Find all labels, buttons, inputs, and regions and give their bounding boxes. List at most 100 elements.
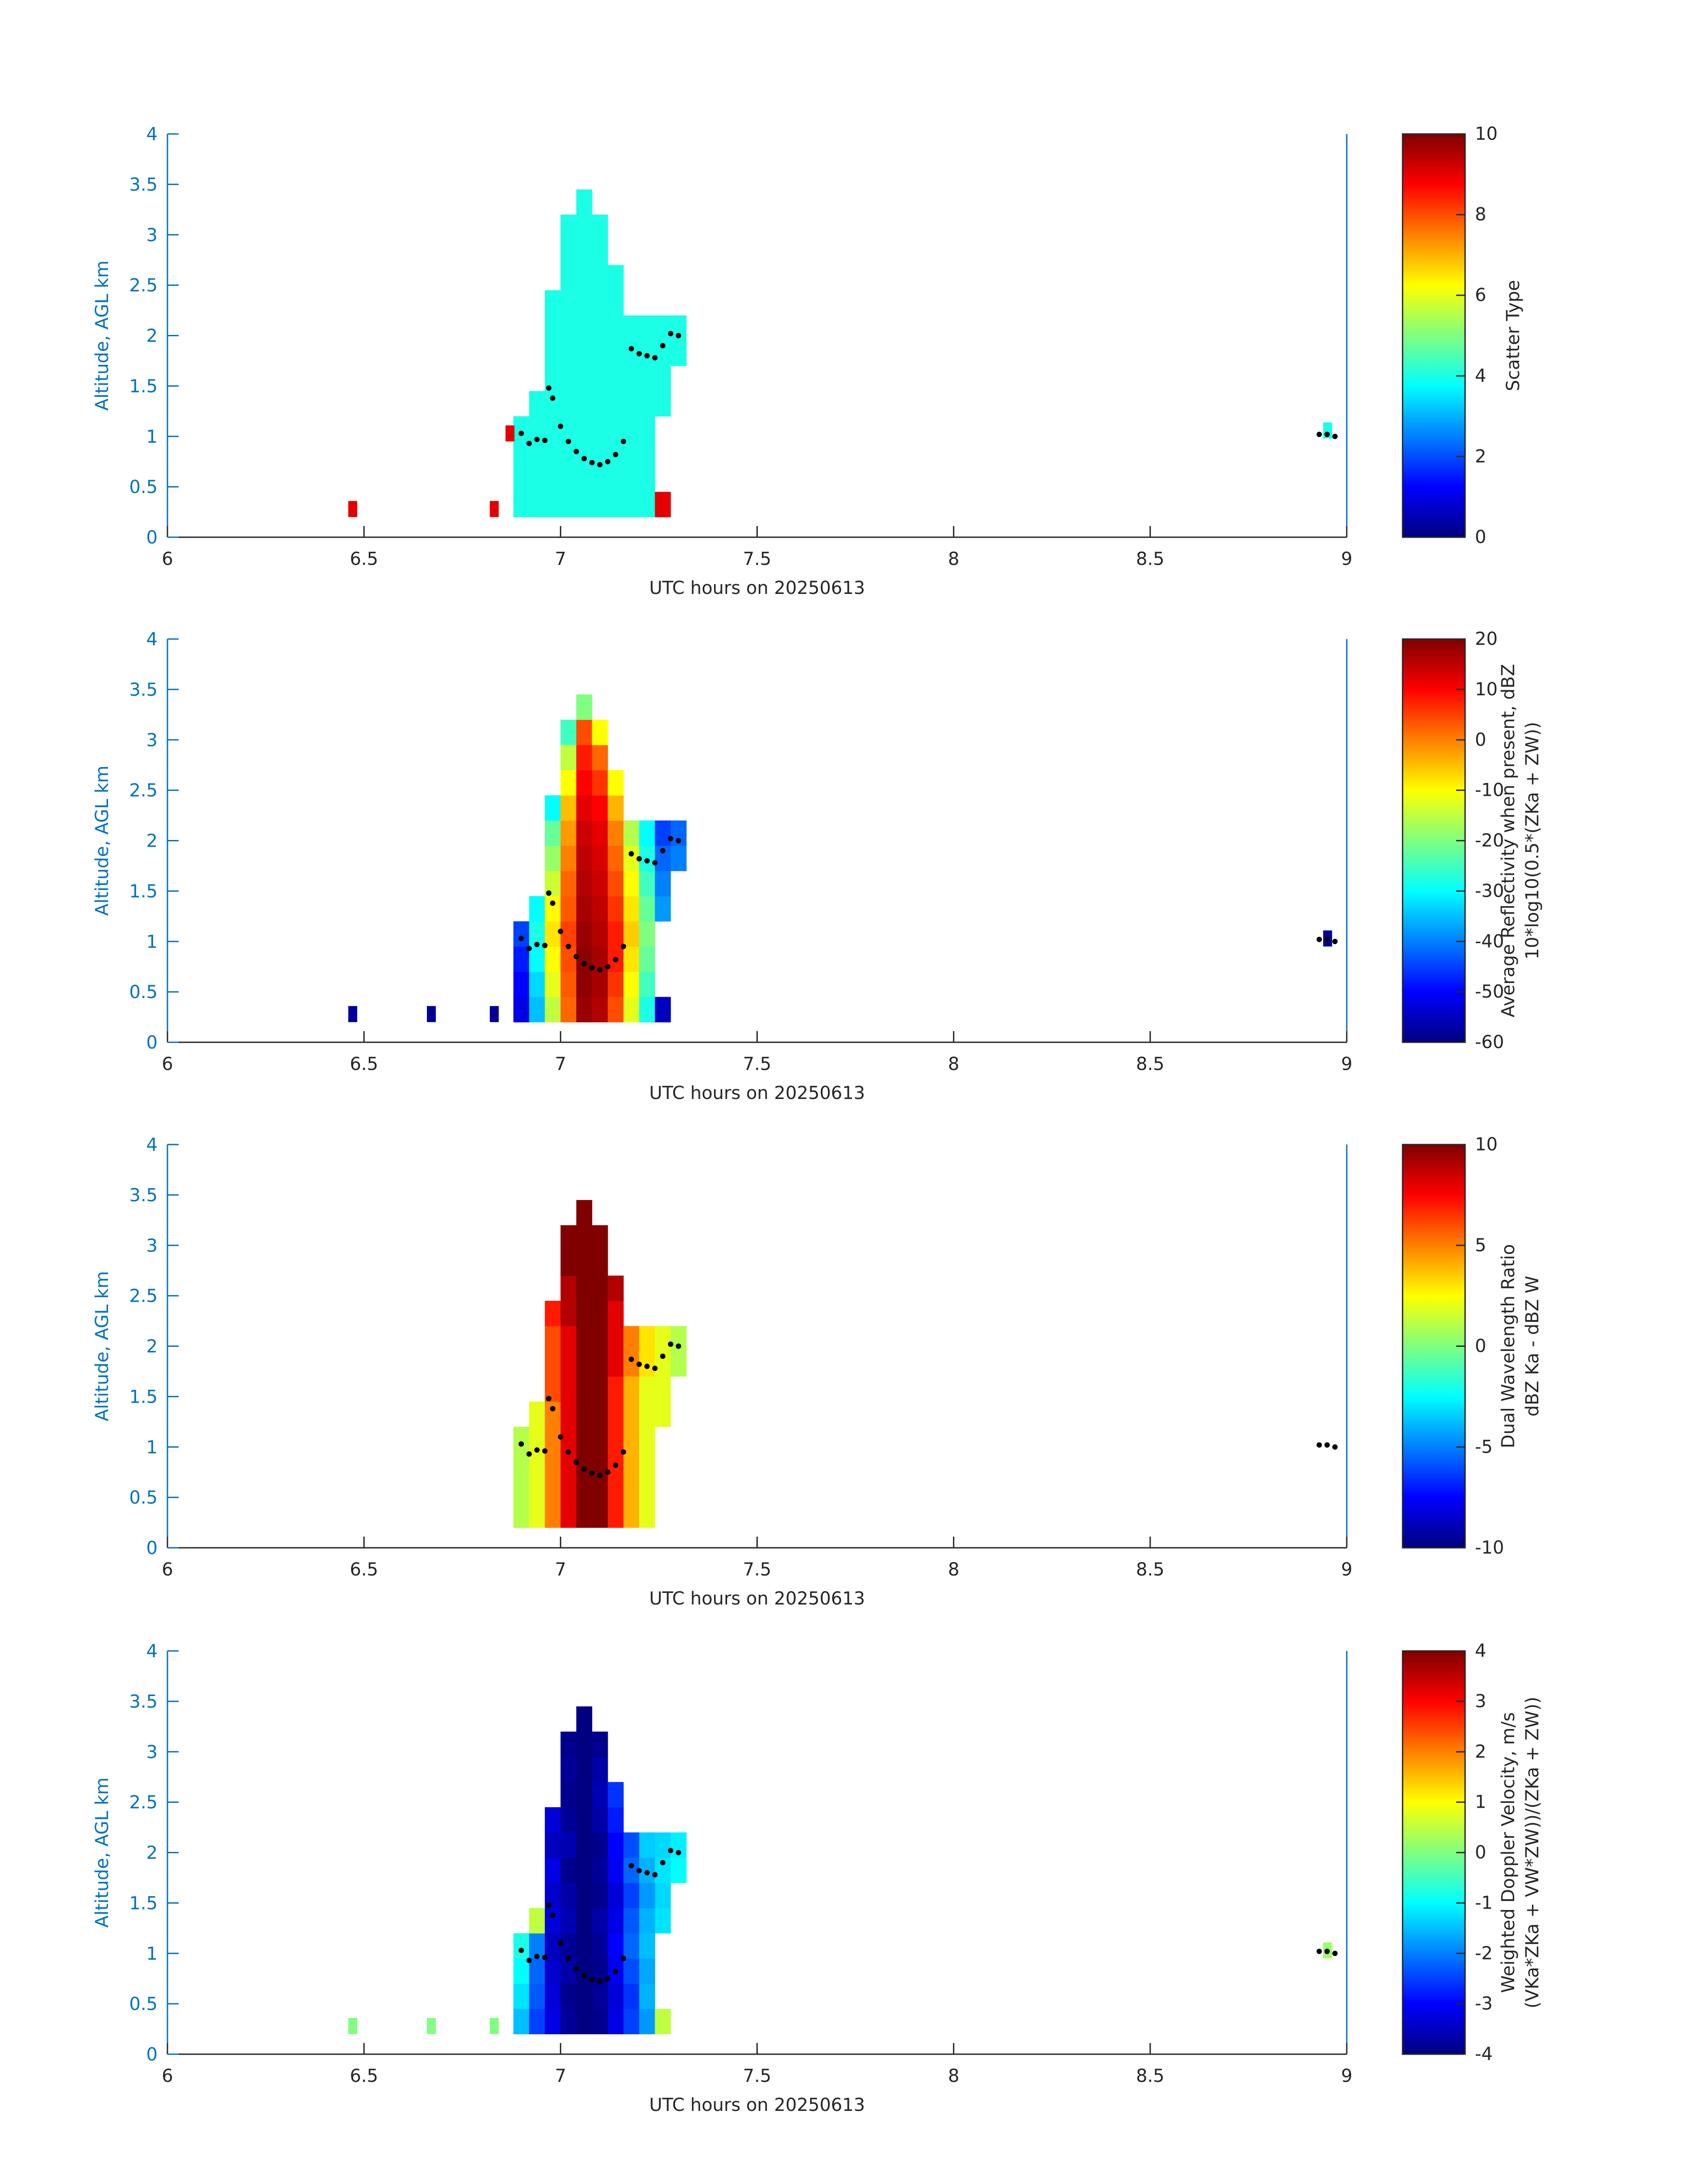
y-tick-label: 3.5: [129, 175, 158, 195]
y-tick-label: 3.5: [129, 1185, 158, 1206]
heatmap-cell: [623, 946, 639, 972]
x-tick-label: 6: [162, 2066, 173, 2086]
x-tick-label: 8: [948, 1054, 959, 1074]
heatmap-cell: [607, 1857, 624, 1883]
heatmap-cell: [607, 1401, 624, 1427]
dot: [597, 1472, 603, 1478]
heatmap-cell: [529, 1502, 545, 1528]
heatmap-cell: [576, 492, 593, 518]
heatmap-cell: [623, 2009, 639, 2035]
y-axis-label: Altitude, AGL km: [92, 260, 113, 411]
heatmap-cell: [623, 1983, 639, 2009]
dot: [652, 1366, 658, 1371]
heatmap-cell: [623, 466, 639, 492]
heatmap-cell: [545, 1832, 561, 1858]
dot: [676, 838, 681, 844]
isolated-cell: [348, 2018, 357, 2034]
heatmap-cell: [560, 820, 577, 846]
x-axis-label: UTC hours on 20250613: [649, 1083, 865, 1103]
heatmap-cell: [607, 1883, 624, 1909]
heatmap-cell: [513, 466, 530, 492]
heatmap-cell: [560, 1958, 577, 1984]
heatmap-cell: [545, 845, 561, 871]
x-tick-label: 7: [555, 1559, 566, 1580]
dot: [1324, 1948, 1330, 1954]
dot: [1332, 1951, 1338, 1956]
x-tick-label: 7.5: [743, 1559, 772, 1580]
dot: [1332, 1444, 1338, 1450]
heatmap-cell: [513, 492, 530, 518]
heatmap-cell: [592, 745, 608, 770]
heatmap-cell: [545, 2009, 561, 2035]
dot: [668, 330, 673, 336]
heatmap-cell: [513, 971, 530, 997]
heatmap-cell: [607, 1300, 624, 1326]
heatmap-cell: [655, 820, 671, 846]
dot: [526, 441, 532, 447]
heatmap-cell: [623, 997, 639, 1023]
heatmap-cell: [545, 1908, 561, 1934]
dot: [573, 1459, 579, 1465]
heatmap-cell: [576, 1225, 593, 1251]
heatmap-cell: [639, 2009, 656, 2035]
heatmap-cell: [560, 492, 577, 518]
heatmap-cell: [623, 1427, 639, 1453]
heatmap-cell: [545, 416, 561, 442]
heatmap-cell: [623, 492, 639, 518]
heatmap-cell: [576, 1502, 593, 1528]
heatmap-cell: [560, 240, 577, 265]
heatmap-cell: [623, 1958, 639, 1984]
dot: [565, 944, 571, 949]
heatmap-cell: [545, 1300, 561, 1326]
heatmap-cell: [655, 1401, 671, 1427]
heatmap-cell: [592, 896, 608, 922]
dot: [558, 1940, 564, 1946]
heatmap-cell: [655, 896, 671, 922]
y-tick-label: 3.5: [129, 680, 158, 700]
isolated-cell: [489, 501, 499, 517]
dot: [526, 1451, 532, 1457]
dot: [581, 1466, 587, 1472]
colorbar-tick-label: -4: [1475, 2044, 1493, 2064]
heatmap-cell: [607, 1275, 624, 1301]
heatmap-cell: [655, 1326, 671, 1352]
y-tick-label: 2.5: [129, 1793, 158, 1813]
x-tick-label: 7.5: [743, 2066, 772, 2086]
colorbar-tick-label: 3: [1475, 1691, 1486, 1712]
colorbar-tick-label: 6: [1475, 285, 1486, 305]
heatmap-cell: [607, 265, 624, 291]
heatmap-cell: [639, 1452, 656, 1478]
heatmap-cell: [655, 1908, 671, 1934]
dot: [660, 1354, 666, 1359]
x-tick-label: 8: [948, 1559, 959, 1580]
dot: [1316, 431, 1322, 437]
heatmap-cell: [607, 1502, 624, 1528]
heatmap-cell: [639, 820, 656, 846]
y-tick-label: 0: [146, 1538, 158, 1559]
colorbar-label: Scatter Type: [1503, 280, 1524, 391]
y-tick-label: 4: [146, 1641, 158, 1662]
heatmap-cell: [545, 340, 561, 366]
heatmap-cell: [655, 1883, 671, 1909]
heatmap-cell: [576, 1908, 593, 1934]
heatmap-cell: [576, 1351, 593, 1377]
colorbar: [1402, 133, 1466, 538]
y-tick-label: 3: [146, 1236, 158, 1256]
heatmap-cell: [607, 391, 624, 417]
heatmap-cell: [529, 946, 545, 972]
heatmap-cell: [560, 416, 577, 442]
heatmap-cell: [639, 1427, 656, 1453]
x-tick-label: 6.5: [350, 549, 378, 569]
colorbar-tick-label: -5: [1475, 1437, 1493, 1457]
heatmap-cell: [607, 315, 624, 341]
heatmap-cell: [545, 492, 561, 518]
colorbar-tick-label: -10: [1475, 780, 1504, 801]
x-tick-label: 7: [555, 2066, 566, 2086]
x-axis-label: UTC hours on 20250613: [649, 1588, 865, 1609]
heatmap-cell: [513, 1958, 530, 1984]
dot: [636, 1362, 642, 1367]
dot: [676, 333, 681, 338]
dot: [597, 967, 603, 973]
heatmap-cell: [607, 1983, 624, 2009]
